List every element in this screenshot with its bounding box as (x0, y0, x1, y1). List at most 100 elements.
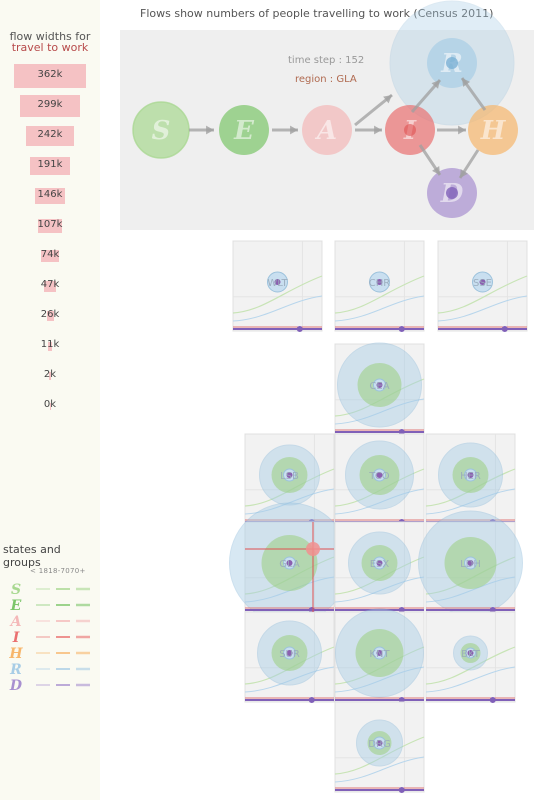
time-marker (398, 326, 405, 332)
flow-width-label: 146k (37, 189, 63, 200)
flow-width-bar (49, 402, 51, 410)
arrow-a-i-head (374, 125, 382, 135)
dead-core (376, 650, 383, 656)
region-panel-ldh[interactable]: LDH (418, 510, 523, 616)
region-panel-sse[interactable]: SSE (437, 240, 528, 332)
arrow-h-d-head (460, 169, 468, 178)
flow-curve (244, 666, 335, 693)
flow-curve (437, 275, 528, 314)
flow-curve (437, 295, 528, 322)
region-panel-knt[interactable]: KNT (334, 608, 425, 703)
panel-label: GLA (279, 559, 300, 570)
arrow-a-r (354, 93, 393, 127)
arrow-h-r-head (462, 78, 471, 87)
region-panel-chr[interactable]: CHR (334, 240, 425, 332)
flow-width-label: 191k (37, 159, 63, 170)
page-title: Flows show numbers of people travelling … (140, 7, 494, 20)
arrow-i-h-head (458, 125, 466, 135)
time-marker (501, 326, 508, 332)
flow-curve (334, 736, 425, 775)
state-node (468, 105, 518, 155)
time-marker (308, 697, 315, 703)
flow-curve (425, 576, 516, 603)
flow-curve (334, 398, 425, 425)
region-label: region : GLA (295, 74, 357, 85)
state-letter: A (9, 614, 22, 630)
time-marker (398, 787, 405, 793)
arrow-i-d-head (432, 166, 440, 175)
flow-width-bar (48, 341, 52, 351)
state-node (219, 105, 269, 155)
sidebar: flow widths for travel to work 362k 299k 2… (0, 0, 100, 800)
region-panel-her[interactable]: HER (425, 433, 516, 525)
panel-bg (232, 240, 323, 332)
state-letter: R (9, 662, 22, 678)
state-letter: H (8, 646, 23, 662)
flow-curve (334, 756, 425, 783)
flow-curve (334, 488, 425, 515)
legend-subtitle: travel to work (11, 41, 89, 54)
flow-curve (334, 295, 425, 322)
region-panel-bkt[interactable]: BKT (425, 611, 516, 703)
region-panel-drg[interactable]: DRG (334, 701, 425, 793)
flow-curve (334, 275, 425, 314)
flow-curve (232, 295, 323, 322)
states-title: states and groups (3, 543, 61, 569)
flow-width-bar (46, 311, 54, 321)
state-node (302, 105, 352, 155)
panel-label: CEA (369, 381, 389, 392)
dead-core (467, 650, 474, 656)
flow-width-bar (41, 250, 59, 262)
panel-label: CHR (369, 278, 391, 289)
panel-label: LDH (460, 559, 481, 570)
flow-width-bar (38, 219, 62, 233)
arrow-i-r-head (431, 80, 440, 89)
state-node-letter: E (233, 116, 255, 146)
region-panel-gla[interactable]: GLA (229, 502, 350, 624)
flow-width-bar (44, 280, 56, 292)
state-node (133, 102, 189, 158)
arrow-a-r-head (383, 95, 392, 104)
flow-width-label: 0k (43, 399, 57, 410)
state-node-letter: S (152, 116, 171, 146)
dead-core (376, 279, 383, 285)
flow-width-label: 362k (37, 69, 63, 80)
flow-width-bar (26, 126, 74, 146)
panel-label: DRG (368, 739, 390, 750)
flow-width-bar (49, 372, 51, 380)
state-core (446, 187, 458, 199)
time-marker (296, 326, 303, 332)
panel-label: BKT (461, 649, 481, 660)
dead-core (274, 279, 281, 285)
state-core (404, 124, 416, 136)
dead-core (467, 472, 474, 478)
dead-core (286, 650, 293, 656)
time-marker (489, 697, 496, 703)
flow-curve (334, 666, 425, 693)
region-panel-cea[interactable]: CEA (334, 342, 425, 435)
region-panel-lsb[interactable]: LSB (244, 433, 335, 525)
dead-core (376, 382, 383, 388)
flow-curve (425, 488, 516, 515)
region-panel-tco[interactable]: TCO (334, 433, 425, 525)
panel-label: WLT (267, 278, 288, 289)
flow-width-bar (20, 95, 80, 117)
panel-label: LSB (280, 471, 299, 482)
region-panel-esx[interactable]: ESX (334, 521, 425, 613)
region-panel-sur[interactable]: SUR (244, 611, 335, 703)
region-panel-wlt[interactable]: WLT (232, 240, 323, 332)
dead-core (376, 560, 383, 566)
dead-core (479, 279, 486, 285)
flow-width-bar (35, 188, 65, 204)
legend-title: flow widths for (9, 30, 91, 43)
flow-width-bar (14, 64, 86, 88)
states-range-label: < 1818-7070+ (30, 567, 86, 575)
flow-curve (244, 488, 335, 515)
dead-core (376, 472, 383, 478)
dead-core (376, 740, 383, 746)
panel-label: KNT (369, 649, 390, 660)
flow-curve (425, 666, 516, 693)
dead-core (286, 472, 293, 478)
